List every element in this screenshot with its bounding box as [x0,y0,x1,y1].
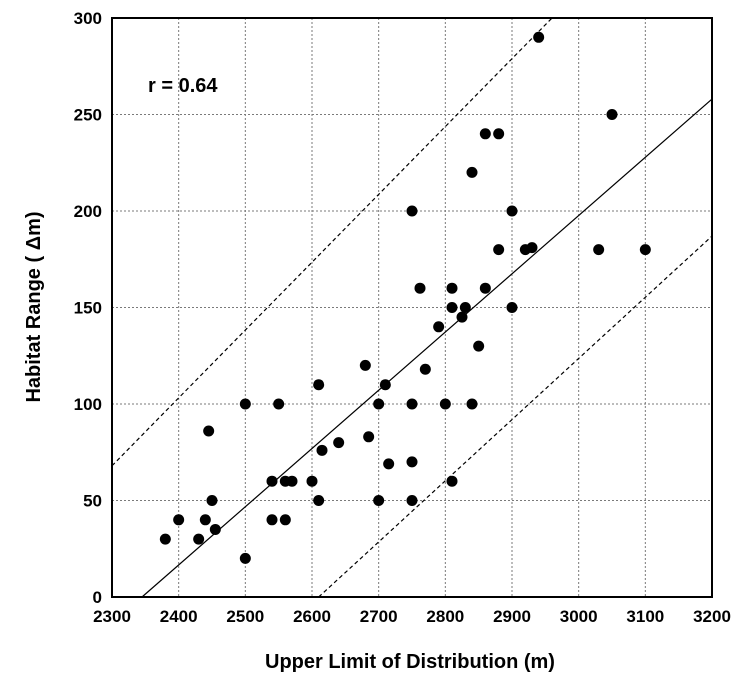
x-tick-label: 3000 [560,607,598,626]
data-point [267,476,278,487]
data-point [287,476,298,487]
y-tick-label: 100 [74,395,102,414]
x-tick-label: 2400 [160,607,198,626]
data-point [200,514,211,525]
x-tick-label: 2900 [493,607,531,626]
y-tick-label: 50 [83,492,102,511]
data-point [440,399,451,410]
data-point [207,495,218,506]
data-point [493,128,504,139]
data-point [447,283,458,294]
data-point [480,128,491,139]
data-point [407,399,418,410]
data-point [373,399,384,410]
y-tick-label: 250 [74,106,102,125]
data-points [160,32,651,564]
data-point [307,476,318,487]
data-point [420,364,431,375]
data-point [473,341,484,352]
data-point [533,32,544,43]
data-point [407,456,418,467]
data-point [507,302,518,313]
data-point [640,244,651,255]
x-tick-label: 3100 [626,607,664,626]
data-point [240,399,251,410]
data-point [203,426,214,437]
x-tick-label: 2500 [226,607,264,626]
data-point [267,514,278,525]
data-point [457,312,468,323]
data-point [447,302,458,313]
data-point [317,445,328,456]
lower-confidence-line [319,236,712,597]
data-point [480,283,491,294]
data-point [607,109,618,120]
data-point [467,399,478,410]
data-point [333,437,344,448]
data-point [527,242,538,253]
data-point [313,495,324,506]
data-point [280,514,291,525]
data-point [447,476,458,487]
y-tick-label: 0 [93,588,102,607]
data-point [383,458,394,469]
x-tick-labels: 2300 2400 2500 2600 2700 2800 2900 3000 3100 3200 [93,607,731,626]
data-point [373,495,384,506]
data-point [273,399,284,410]
x-tick-label: 2300 [93,607,131,626]
data-point [240,553,251,564]
data-point [407,495,418,506]
grid [112,18,712,597]
y-tick-label: 200 [74,202,102,221]
x-tick-label: 2800 [426,607,464,626]
data-point [407,206,418,217]
data-point [160,534,171,545]
data-point [493,244,504,255]
data-point [173,514,184,525]
y-tick-label: 150 [74,299,102,318]
y-tick-labels: 0 50 100 150 200 250 300 [74,9,102,607]
correlation-annotation: r = 0.64 [148,75,218,97]
x-tick-label: 3200 [693,607,731,626]
data-point [460,302,471,313]
data-point [433,321,444,332]
x-axis-title: Upper Limit of Distribution (m) [265,651,555,673]
data-point [467,167,478,178]
data-point [313,379,324,390]
data-point [363,431,374,442]
data-point [380,379,391,390]
data-point [593,244,604,255]
data-point [415,283,426,294]
x-tick-label: 2600 [293,607,331,626]
data-point [210,524,221,535]
y-axis-title: Habitat Range ( Δm) [23,211,45,402]
data-point [360,360,371,371]
x-tick-label: 2700 [360,607,398,626]
data-point [507,206,518,217]
y-tick-label: 300 [74,9,102,28]
data-point [193,534,204,545]
